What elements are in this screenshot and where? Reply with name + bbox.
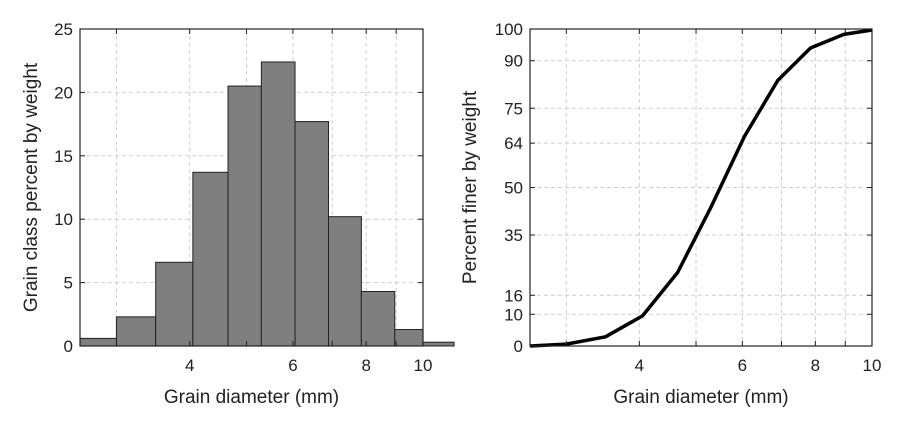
x-tick-label: 4 [185,356,194,375]
histogram-bar [360,290,396,347]
histogram-frame [79,28,424,347]
x-tick-label: 6 [288,356,297,375]
histogram-bar [294,121,330,347]
y-tick-label: 64 [504,134,523,153]
y-tick-label: 15 [54,147,73,166]
histogram-bar [260,61,296,347]
histogram-bar [155,261,194,347]
y-tick-label: 50 [504,179,523,198]
cumulative-grid [530,29,872,346]
x-tick-label: 8 [361,356,370,375]
y-tick-label: 10 [504,305,523,324]
y-tick-label: 20 [54,83,73,102]
y-tick-label: 25 [54,20,73,39]
y-tick-label: 5 [64,274,73,293]
histogram-bar [328,216,362,347]
cumulative-x-axis-title: Grain diameter (mm) [613,387,788,408]
y-tick-label: 0 [514,337,523,356]
histogram-bars [79,61,455,347]
y-tick-label: 100 [495,20,523,39]
y-tick-label: 75 [504,99,523,118]
cumulative-y-axis-title: Percent finer by weight [460,90,481,284]
histogram-panel: 0 5 10 15 20 25 4 6 8 10 Grain diameter (mm) Grai… [21,20,455,408]
histogram-y-axis-title: Grain class percent by weight [21,62,42,312]
histogram-bar [394,329,424,347]
y-tick-label: 10 [54,210,73,229]
histogram-bar [227,85,262,347]
x-tick-label: 10 [414,356,433,375]
x-tick-label: 10 [863,356,882,375]
histogram-bar [79,337,117,347]
cumulative-curve [529,28,873,348]
y-tick-label: 0 [64,337,73,356]
x-tick-label: 8 [811,356,820,375]
y-tick-label: 16 [504,286,523,305]
histogram-bar [422,341,455,347]
y-tick-label: 35 [504,226,523,245]
histogram-bar [115,316,157,347]
x-tick-label: 6 [738,356,747,375]
y-tick-label: 90 [504,52,523,71]
histogram-ticks: 0 5 10 15 20 25 4 6 8 10 [54,20,432,375]
histogram-bar [192,171,229,347]
histogram-x-axis-title: Grain diameter (mm) [164,387,339,408]
x-tick-label: 4 [635,356,644,375]
